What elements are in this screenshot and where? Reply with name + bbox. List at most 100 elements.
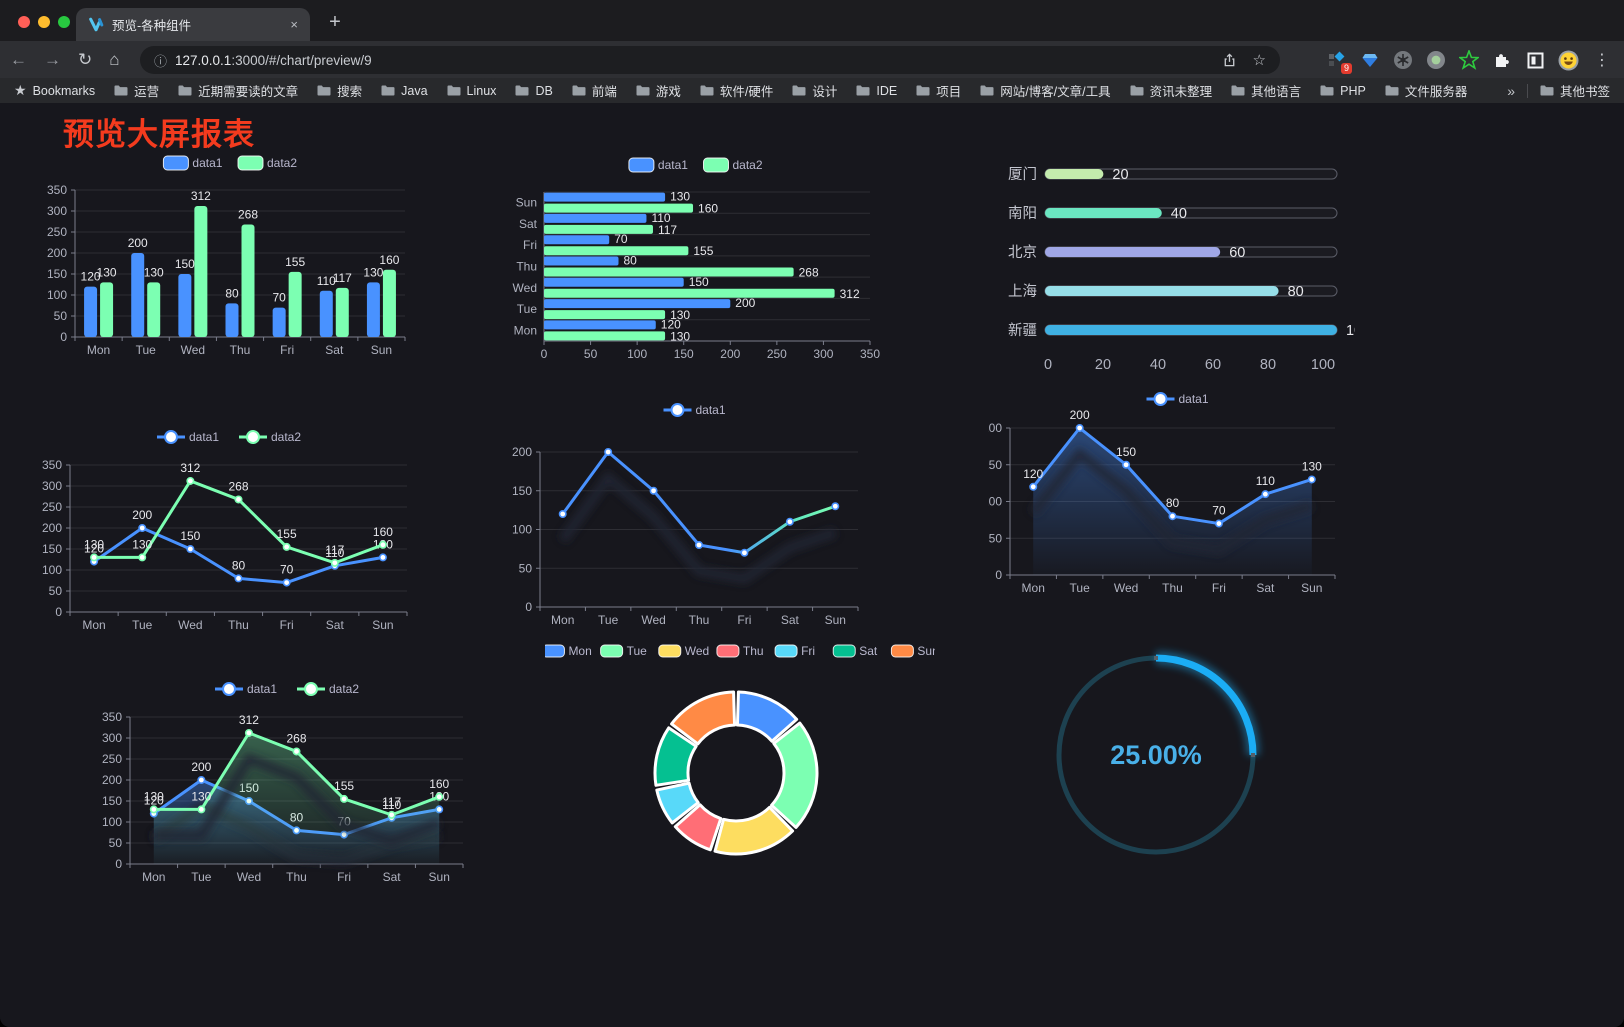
bookmark-item[interactable]: 资讯未整理 xyxy=(1130,81,1212,100)
bookmark-item[interactable]: 前端 xyxy=(572,81,617,100)
bookmark-item[interactable]: 文件服务器 xyxy=(1385,81,1467,100)
bookmark-star-icon[interactable]: ☆ xyxy=(1252,52,1266,69)
bookmark-item[interactable]: 设计 xyxy=(792,81,837,100)
legend-item-data1[interactable]: data1 xyxy=(663,403,726,417)
svg-text:50: 50 xyxy=(109,836,123,850)
share-icon[interactable] xyxy=(1222,52,1237,68)
donut-slice-Wed[interactable] xyxy=(713,805,795,856)
chart-bar-horizontal[interactable]: data1 data2 Mon 120 130 Tue 200 130 Wed 150 312 Thu… xyxy=(505,150,890,375)
legend-item-Fri[interactable]: Fri xyxy=(774,644,815,658)
bookmark-item[interactable]: 项目 xyxy=(916,81,961,100)
bookmark-item[interactable]: 近期需要读的文章 xyxy=(178,81,298,100)
chart-progress-bars[interactable]: 厦门 20 南阳 40 北京 60 上海 80 新疆 100 0 20 40 60 80 100 xyxy=(995,152,1370,392)
svg-text:厦门: 厦门 xyxy=(1008,166,1037,183)
tab-close-button[interactable]: × xyxy=(290,17,298,32)
svg-text:200: 200 xyxy=(720,347,740,361)
window-minimize-button[interactable] xyxy=(38,16,50,28)
extension-puzzle-icon[interactable] xyxy=(1491,49,1513,71)
legend-item-Mon[interactable]: Mon xyxy=(541,644,592,658)
chart-gauge[interactable]: 25.00% xyxy=(1026,625,1286,890)
bookmark-item[interactable]: IDE xyxy=(856,81,897,100)
forward-icon[interactable]: → xyxy=(44,49,61,69)
bookmarks-overflow-chevron[interactable]: » xyxy=(1507,82,1515,99)
svg-text:Sat: Sat xyxy=(325,343,344,357)
svg-text:200: 200 xyxy=(132,508,152,522)
chart-bar-vertical[interactable]: data1 data2 0 50 100 150 200 250 300 350 Mon Tue Wed… xyxy=(42,148,422,371)
back-icon[interactable]: ← xyxy=(10,49,27,69)
donut-slice-Thu[interactable] xyxy=(673,803,723,852)
bookmark-label: 其他语言 xyxy=(1251,85,1302,99)
bookmark-label: 运营 xyxy=(134,85,160,99)
svg-text:Sat: Sat xyxy=(383,870,402,884)
extension-dashboard-icon[interactable]: 9 xyxy=(1326,49,1352,74)
folder-icon xyxy=(636,85,650,96)
legend-item-Wed[interactable]: Wed xyxy=(658,644,709,658)
chart-line-gradient[interactable]: data1 0 50 100 150 200 Mon Tue Wed Thu Fri Sat Sun xyxy=(505,398,890,643)
svg-text:200: 200 xyxy=(102,773,122,787)
address-bar[interactable]: ⓘ 127.0.0.1:3000/#/chart/preview/9 ☆ xyxy=(140,46,1280,74)
site-info-icon[interactable]: ⓘ xyxy=(154,53,168,69)
legend-item-Sat[interactable]: Sat xyxy=(832,644,878,658)
svg-text:200: 200 xyxy=(512,445,532,459)
legend-item-data2[interactable]: data2 xyxy=(703,157,763,173)
bookmark-label: DB xyxy=(535,83,553,98)
donut-slice-Sat[interactable] xyxy=(653,726,698,787)
bookmark-item[interactable]: PHP xyxy=(1320,81,1366,100)
bookmarks-manager[interactable]: ★ Bookmarks xyxy=(14,82,95,99)
svg-text:Sun: Sun xyxy=(429,870,450,884)
extension-star-icon[interactable] xyxy=(1458,49,1480,71)
bookmark-item[interactable]: Java xyxy=(381,81,428,100)
donut-slice-Mon[interactable] xyxy=(735,690,799,743)
bookmark-item[interactable]: DB xyxy=(515,81,553,100)
legend-item-data2[interactable]: data2 xyxy=(237,155,297,171)
svg-text:Mon: Mon xyxy=(82,618,105,632)
home-icon[interactable]: ⌂ xyxy=(109,49,120,69)
extension-emoji-icon[interactable] xyxy=(1557,49,1579,71)
legend-item-data1[interactable]: data1 xyxy=(157,430,219,444)
bookmark-item[interactable]: Linux xyxy=(447,81,496,100)
bookmark-item[interactable]: 其他语言 xyxy=(1231,81,1301,100)
legend-item-data1[interactable]: data1 xyxy=(628,157,688,173)
extension-record-icon[interactable] xyxy=(1425,49,1447,71)
legend-item-data2[interactable]: data2 xyxy=(297,682,359,696)
svg-text:上海: 上海 xyxy=(1008,283,1037,300)
donut-slice-Tue[interactable] xyxy=(770,721,819,829)
chart-area-single[interactable]: data1 0 50 100 150 200 Mon Tue Wed Thu Fri Sat Sun 12… xyxy=(982,390,1373,620)
bookmark-item[interactable]: 搜索 xyxy=(317,81,362,100)
new-tab-button[interactable]: + xyxy=(329,10,341,33)
legend-item-data2[interactable]: data2 xyxy=(239,430,301,444)
extension-reader-icon[interactable] xyxy=(1524,49,1546,71)
bookmark-item[interactable]: 运营 xyxy=(114,81,159,100)
legend-item-Tue[interactable]: Tue xyxy=(600,644,648,658)
chart-area-dual[interactable]: data1 data2 0 50 100 150 200 250 300 350 Mon Tue Wed… xyxy=(100,675,480,898)
legend-item-data1[interactable]: data1 xyxy=(162,155,223,171)
svg-text:Sun: Sun xyxy=(825,613,846,627)
bookmark-item[interactable]: 网站/博客/文章/工具 xyxy=(980,81,1111,100)
extension-wheel-icon[interactable] xyxy=(1392,49,1414,71)
legend-item-Sun[interactable]: Sun xyxy=(890,644,939,658)
svg-text:Thu: Thu xyxy=(230,343,251,357)
legend-item-Thu[interactable]: Thu xyxy=(716,644,764,658)
legend-item-data1[interactable]: data1 xyxy=(215,682,277,696)
window-close-button[interactable] xyxy=(18,16,30,28)
extension-gem-icon[interactable] xyxy=(1359,49,1381,71)
chart-line-dual[interactable]: data1 data2 0 50 100 150 200 250 300 350 Mon Tue Wed… xyxy=(42,423,422,646)
svg-text:Tue: Tue xyxy=(517,302,538,316)
browser-menu-icon[interactable]: ⋮ xyxy=(1594,52,1610,69)
donut-slice-Fri[interactable] xyxy=(655,781,700,825)
chart-donut[interactable]: Mon Tue Wed Thu Fri Sat Sun xyxy=(541,635,939,898)
svg-text:Thu: Thu xyxy=(228,618,249,632)
donut-slice-Sun[interactable] xyxy=(670,690,737,746)
legend-item-data1[interactable]: data1 xyxy=(1146,392,1209,406)
browser-tab[interactable]: 预览-各种组件 × xyxy=(76,8,310,41)
reload-icon[interactable]: ↻ xyxy=(78,49,93,69)
other-bookmarks-folder[interactable]: 其他书签 xyxy=(1540,81,1610,100)
svg-text:120: 120 xyxy=(144,794,164,808)
svg-text:150: 150 xyxy=(180,529,200,543)
bookmark-item[interactable]: 游戏 xyxy=(636,81,681,100)
window-zoom-button[interactable] xyxy=(58,16,70,28)
bookmark-item[interactable]: 软件/硬件 xyxy=(700,81,773,100)
svg-text:120: 120 xyxy=(84,542,104,556)
folder-icon xyxy=(916,85,930,96)
svg-text:117: 117 xyxy=(333,271,352,285)
